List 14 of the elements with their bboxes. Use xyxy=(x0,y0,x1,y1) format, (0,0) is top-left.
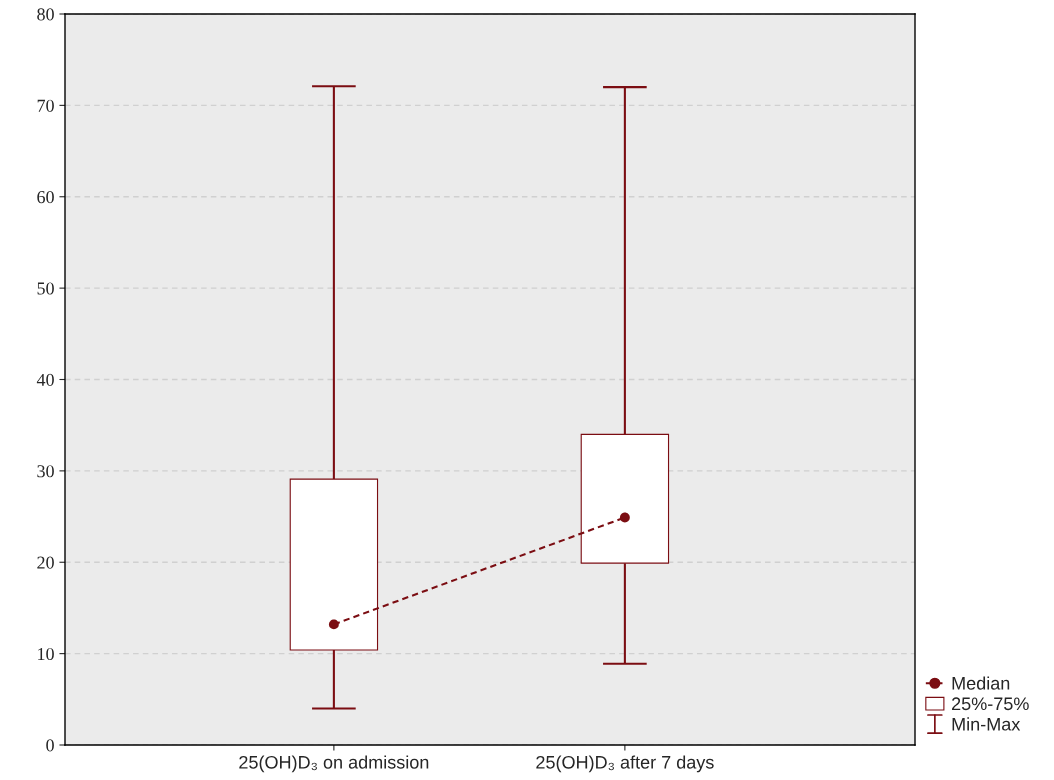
y-tick-label: 40 xyxy=(36,373,54,386)
x-tick-label: 25(OH)D₃ after 7 days xyxy=(536,755,714,773)
y-tick-label: 50 xyxy=(37,282,54,295)
y-tick-label: 10 xyxy=(38,647,54,661)
y-tick-label: 30 xyxy=(37,465,54,478)
legend-label: 25%-75% xyxy=(952,697,1029,711)
y-tick-label: 0 xyxy=(46,739,54,752)
text: Median xyxy=(952,676,1010,690)
x-tick-label: 25(OH)D₃ on admission xyxy=(239,755,429,773)
y-tick-label: 70 xyxy=(37,99,54,112)
y-tick-label: 80 xyxy=(37,8,54,21)
y-tick-label: 60 xyxy=(37,191,54,204)
text: Min-Max xyxy=(952,717,1021,731)
y-tick-label: 20 xyxy=(37,556,54,569)
